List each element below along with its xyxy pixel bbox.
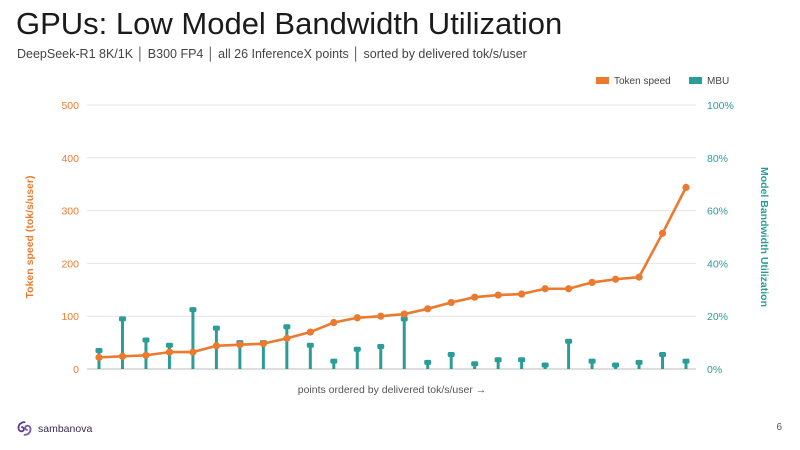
mbu-bar-cap xyxy=(330,358,338,364)
mbu-bar-cap xyxy=(565,338,573,344)
token-speed-point xyxy=(682,183,690,191)
mbu-bar-cap xyxy=(471,361,479,367)
mbu-bar-cap xyxy=(424,359,432,365)
y-tick-label-right: 20% xyxy=(707,311,728,323)
mbu-bar-cap xyxy=(447,351,455,357)
mbu-bar-cap xyxy=(118,316,126,322)
mbu-bar-cap xyxy=(612,362,620,368)
token-speed-point xyxy=(377,312,385,320)
token-speed-point xyxy=(330,318,338,327)
mbu-bar-cap xyxy=(283,324,291,330)
token-speed-point xyxy=(189,348,197,356)
token-speed-point xyxy=(142,351,150,359)
token-speed-point xyxy=(259,340,267,348)
mbu-bar-cap xyxy=(142,337,150,343)
token-speed-point xyxy=(635,273,643,281)
token-speed-point xyxy=(494,291,502,299)
mbu-bar-cap xyxy=(165,342,173,348)
token-speed-point xyxy=(518,290,526,298)
mbu-bar-cap xyxy=(212,325,220,331)
token-speed-point xyxy=(212,342,220,350)
token-speed-point xyxy=(400,310,408,318)
y-tick-label-right: 100% xyxy=(707,100,734,112)
mbu-bar-cap xyxy=(659,351,667,357)
mbu-bar-cap xyxy=(400,316,408,322)
mbu-bar-cap xyxy=(588,358,596,364)
mbu-bar-cap xyxy=(494,357,502,363)
mbu-bar-cap xyxy=(518,357,526,363)
x-axis-label: points ordered by delivered tok/s/user → xyxy=(298,384,487,396)
mbu-bar-cap xyxy=(377,344,385,350)
mbu-bar-cap xyxy=(541,362,549,368)
token-speed-point xyxy=(118,352,127,360)
token-speed-point xyxy=(424,305,432,313)
token-speed-point xyxy=(306,328,314,336)
y-tick-label-left: 500 xyxy=(61,100,79,112)
y-tick-label-right: 40% xyxy=(707,258,728,270)
mbu-bar-cap xyxy=(353,346,361,352)
token-speed-point xyxy=(236,341,244,349)
token-speed-point xyxy=(471,293,479,301)
token-speed-point xyxy=(565,285,573,293)
mbu-bar-cap xyxy=(635,359,643,365)
y-tick-label-right: 80% xyxy=(707,153,728,165)
y-axis-label-left: Token speed (tok/s/user) xyxy=(24,176,36,299)
y-tick-label-left: 0 xyxy=(73,364,79,376)
y-axis-label-right: Model Bandwidth Utilization xyxy=(758,167,770,307)
token-speed-line xyxy=(98,186,688,359)
token-speed-point xyxy=(447,298,455,307)
token-speed-point xyxy=(541,285,549,293)
token-speed-point xyxy=(95,353,103,361)
y-tick-label-right: 60% xyxy=(707,206,728,218)
token-speed-point xyxy=(588,278,596,287)
legend-swatch-token-speed xyxy=(596,77,609,84)
y-tick-label-left: 400 xyxy=(61,153,79,165)
legend-label-token-speed: Token speed xyxy=(614,76,671,87)
mbu-bar-cap xyxy=(306,342,314,348)
y-tick-label-left: 200 xyxy=(61,258,79,270)
y-tick-label-left: 100 xyxy=(61,311,79,323)
brand-name: sambanova xyxy=(38,422,93,435)
slide-subtitle: DeepSeek-R1 8K/1K │ B300 FP4 │ all 26 In… xyxy=(17,47,527,61)
token-speed-point xyxy=(283,334,291,342)
mbu-bar-cap xyxy=(95,348,103,354)
mbu-bar-cap xyxy=(682,358,690,364)
token-speed-point xyxy=(165,348,174,356)
legend-label-mbu: MBU xyxy=(707,76,729,87)
y-tick-label-right: 0% xyxy=(707,364,722,376)
token-speed-point xyxy=(353,314,361,322)
page-number: 6 xyxy=(776,422,782,433)
token-speed-point xyxy=(658,229,667,237)
mbu-bar-cap xyxy=(189,307,197,313)
token-speed-point xyxy=(611,275,620,283)
sambanova-logo-icon xyxy=(17,421,32,436)
brand-logo: sambanova xyxy=(16,420,92,437)
slide-title: GPUs: Low Model Bandwidth Utilization xyxy=(16,6,563,41)
legend-swatch-mbu xyxy=(689,77,702,84)
y-tick-label-left: 300 xyxy=(61,206,79,218)
